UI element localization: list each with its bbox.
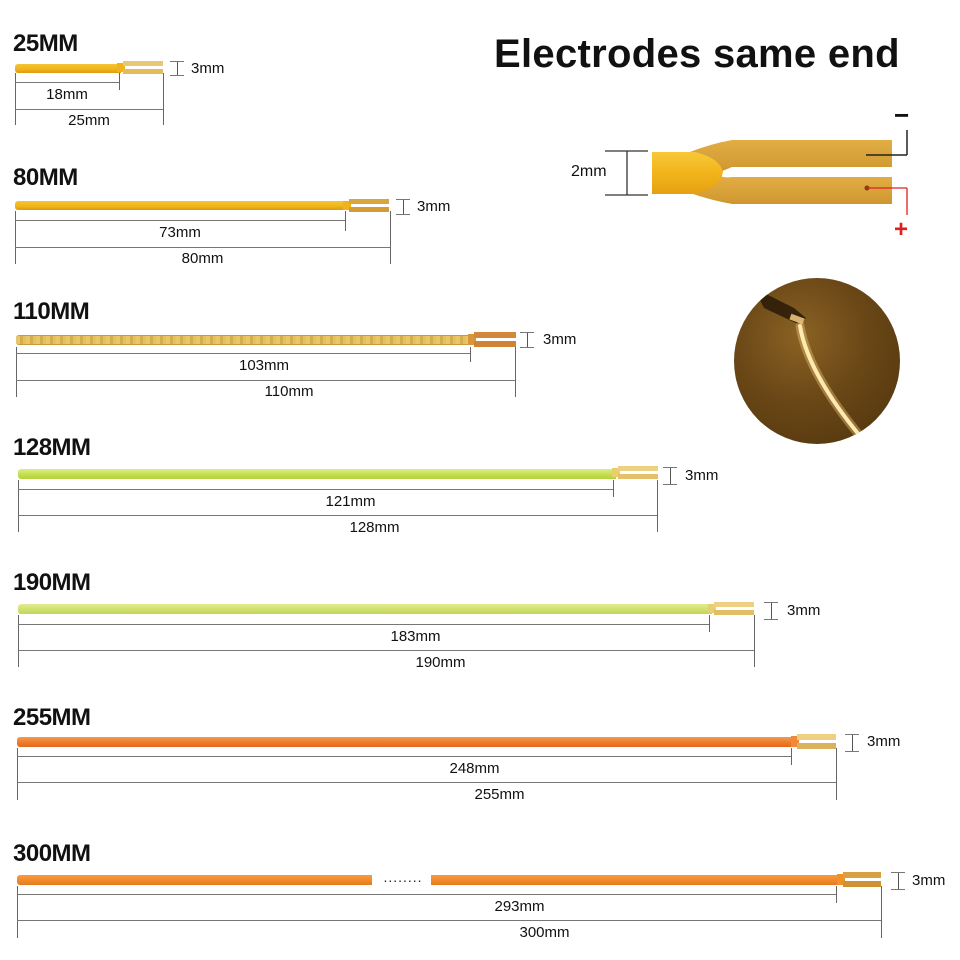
led-length-label: 248mm bbox=[449, 760, 500, 777]
electrode-height-label: 3mm bbox=[685, 467, 719, 484]
led-strip bbox=[18, 604, 712, 614]
glowing-filament-illustration bbox=[754, 288, 865, 441]
led-length-label: 293mm bbox=[494, 898, 545, 915]
glowing-filament-photo bbox=[734, 278, 900, 444]
led-strip bbox=[17, 737, 795, 747]
filament-title: 110MM bbox=[13, 298, 90, 325]
total-length-label: 128mm bbox=[349, 519, 400, 536]
page-title: Electrodes same end bbox=[494, 32, 900, 76]
total-length-label: 190mm bbox=[415, 654, 466, 671]
electrode-tip bbox=[117, 61, 163, 74]
electrode-height-label: 3mm bbox=[787, 602, 821, 619]
width-dimension-label: 2mm bbox=[571, 163, 607, 180]
filament-title: 80MM bbox=[13, 164, 78, 191]
filament-title: 25MM bbox=[13, 30, 78, 57]
led-length-label: 73mm bbox=[159, 224, 201, 241]
height-dimension bbox=[170, 61, 184, 76]
electrode-height-label: 3mm bbox=[912, 872, 946, 889]
height-dimension bbox=[396, 199, 410, 215]
filament-title: 300MM bbox=[13, 840, 91, 867]
total-length-label: 110mm bbox=[264, 383, 314, 400]
led-strip bbox=[16, 335, 472, 345]
led-length-label: 121mm bbox=[325, 493, 376, 510]
positive-terminal-icon: + bbox=[894, 216, 909, 243]
filament-title: 255MM bbox=[13, 704, 91, 731]
total-length-label: 80mm bbox=[181, 250, 224, 267]
height-dimension bbox=[663, 467, 677, 485]
negative-terminal-icon: − bbox=[894, 100, 910, 130]
height-dimension bbox=[891, 872, 905, 890]
electrode-height-label: 3mm bbox=[417, 198, 451, 215]
led-length-label: 18mm bbox=[46, 86, 88, 103]
electrode-height-label: 3mm bbox=[191, 60, 225, 77]
electrode-tip bbox=[791, 734, 836, 749]
filament-title: 190MM bbox=[13, 569, 91, 596]
led-strip bbox=[18, 469, 616, 479]
electrode-tip bbox=[708, 602, 754, 615]
height-dimension bbox=[520, 332, 534, 348]
led-strip-segment-right bbox=[431, 875, 841, 885]
electrode-detail-diagram: 2mm − + bbox=[560, 100, 940, 250]
total-length-label: 25mm bbox=[68, 112, 110, 129]
led-length-label: 103mm bbox=[238, 357, 290, 374]
total-length-label: 300mm bbox=[519, 924, 570, 941]
filament-title: 128MM bbox=[13, 434, 91, 461]
electrode-tip bbox=[837, 872, 881, 887]
height-dimension bbox=[764, 602, 778, 620]
electrode-tip bbox=[343, 199, 389, 212]
electrode-illustration bbox=[605, 130, 908, 215]
led-length-label: 183mm bbox=[390, 628, 441, 645]
electrode-tip bbox=[612, 466, 658, 479]
electrode-tip bbox=[468, 332, 516, 347]
electrode-height-label: 3mm bbox=[867, 733, 901, 750]
electrode-height-label: 3mm bbox=[543, 331, 577, 348]
led-strip bbox=[15, 201, 347, 210]
continuation-dots: ........ bbox=[383, 869, 423, 885]
total-length-label: 255mm bbox=[474, 786, 525, 803]
led-strip bbox=[15, 64, 121, 73]
led-strip-segment-left bbox=[17, 875, 372, 885]
height-dimension bbox=[845, 734, 859, 752]
